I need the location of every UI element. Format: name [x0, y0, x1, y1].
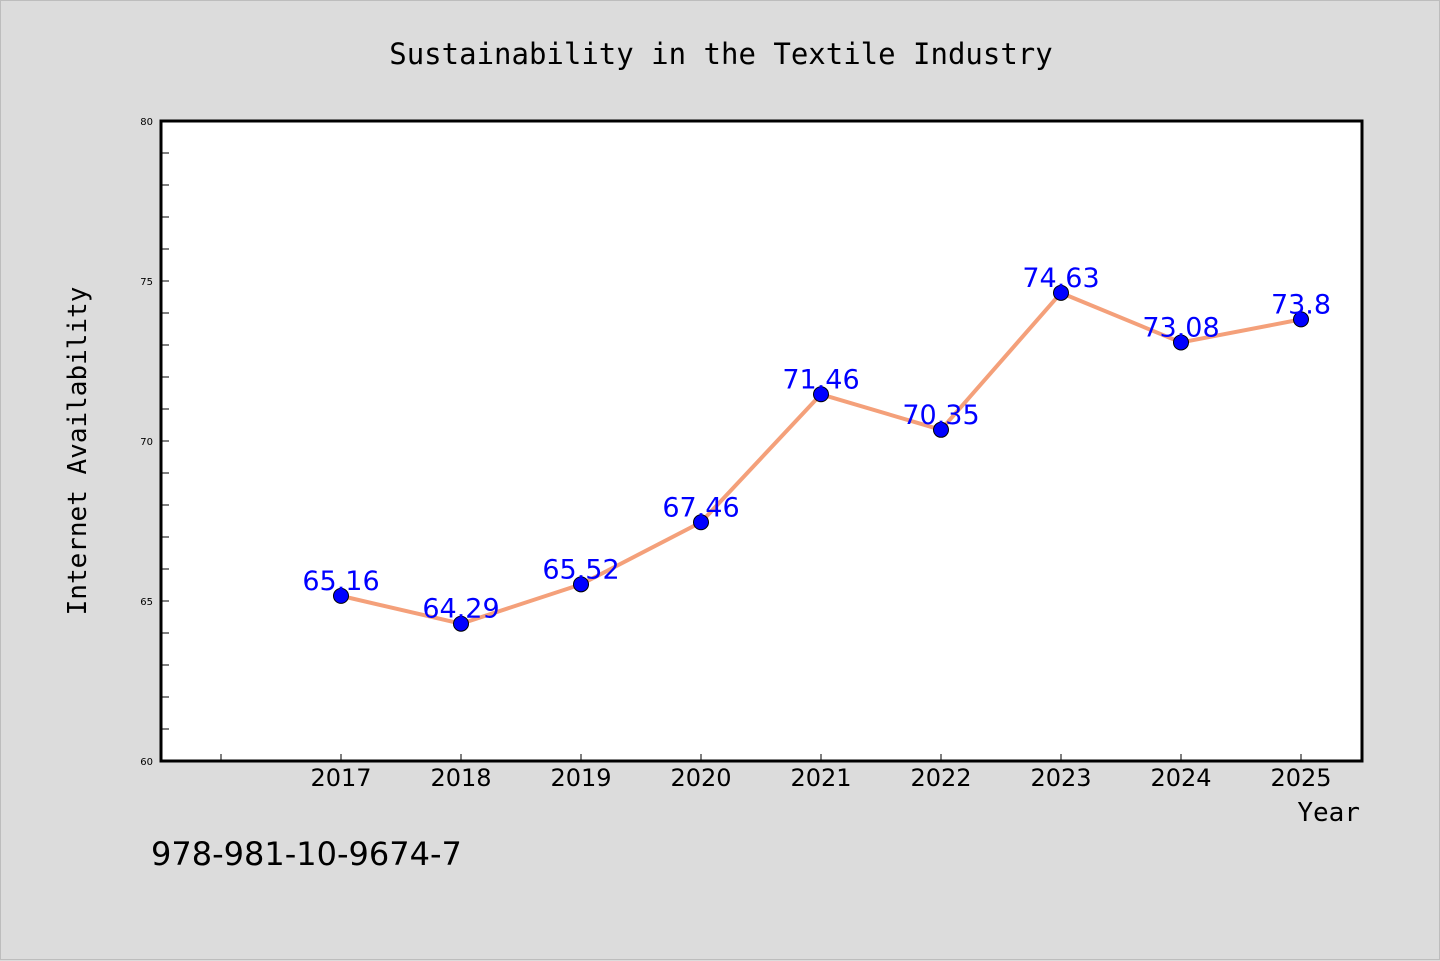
data-point-marker — [1173, 334, 1189, 351]
data-label: 73.08 — [1142, 312, 1219, 343]
x-tick-label: 2018 — [430, 764, 491, 792]
x-tick-labels: 2017 2018 2019 2020 2021 2022 2023 2024 2025 — [310, 764, 1331, 792]
x-axis-label: Year — [1297, 798, 1360, 828]
data-label: 70.35 — [902, 400, 979, 431]
y-tick-label: 75 — [140, 277, 153, 288]
data-point-marker — [813, 386, 829, 403]
y-tick-label: 70 — [140, 437, 153, 448]
data-label: 65.16 — [302, 566, 379, 597]
data-point-marker — [333, 587, 349, 604]
data-label: 71.46 — [782, 364, 859, 395]
footer-isbn-text: 978-981-10-9674-7 — [151, 835, 462, 873]
data-point-marker — [1053, 284, 1069, 301]
x-tick-label: 2022 — [910, 764, 971, 792]
data-label: 64.29 — [422, 594, 499, 625]
data-label: 65.52 — [542, 554, 619, 585]
data-point-marker — [693, 514, 709, 531]
y-tick-label: 80 — [140, 117, 153, 128]
x-tick-label: 2017 — [310, 764, 371, 792]
data-point-marker — [573, 576, 589, 593]
y-tick-label: 65 — [140, 597, 153, 608]
data-labels: 65.16 64.29 65.52 67.46 71.46 70.35 74.63 73.08… — [302, 263, 1331, 625]
data-label: 74.63 — [1022, 263, 1099, 294]
x-tick-label: 2019 — [550, 764, 611, 792]
chart-title: Sustainability in the Textile Industry — [389, 37, 1052, 71]
x-tick-label: 2024 — [1150, 764, 1211, 792]
data-point-marker — [1293, 311, 1309, 328]
x-tick-label: 2025 — [1270, 764, 1331, 792]
data-point-marker — [933, 421, 949, 438]
plot-area — [161, 121, 1362, 761]
data-point-marker — [453, 615, 469, 632]
x-tick-label: 2023 — [1030, 764, 1091, 792]
series-markers — [333, 284, 1309, 632]
x-tick-label: 2020 — [670, 764, 731, 792]
y-tick-label: 60 — [140, 757, 153, 768]
y-tick-labels: 60 65 70 75 80 — [140, 117, 153, 768]
y-axis-label: Internet Availability — [63, 287, 93, 616]
plot-frame — [159, 119, 1364, 763]
data-label: 73.8 — [1271, 289, 1331, 320]
data-label: 67.46 — [662, 492, 739, 523]
x-tick-label: 2021 — [790, 764, 851, 792]
